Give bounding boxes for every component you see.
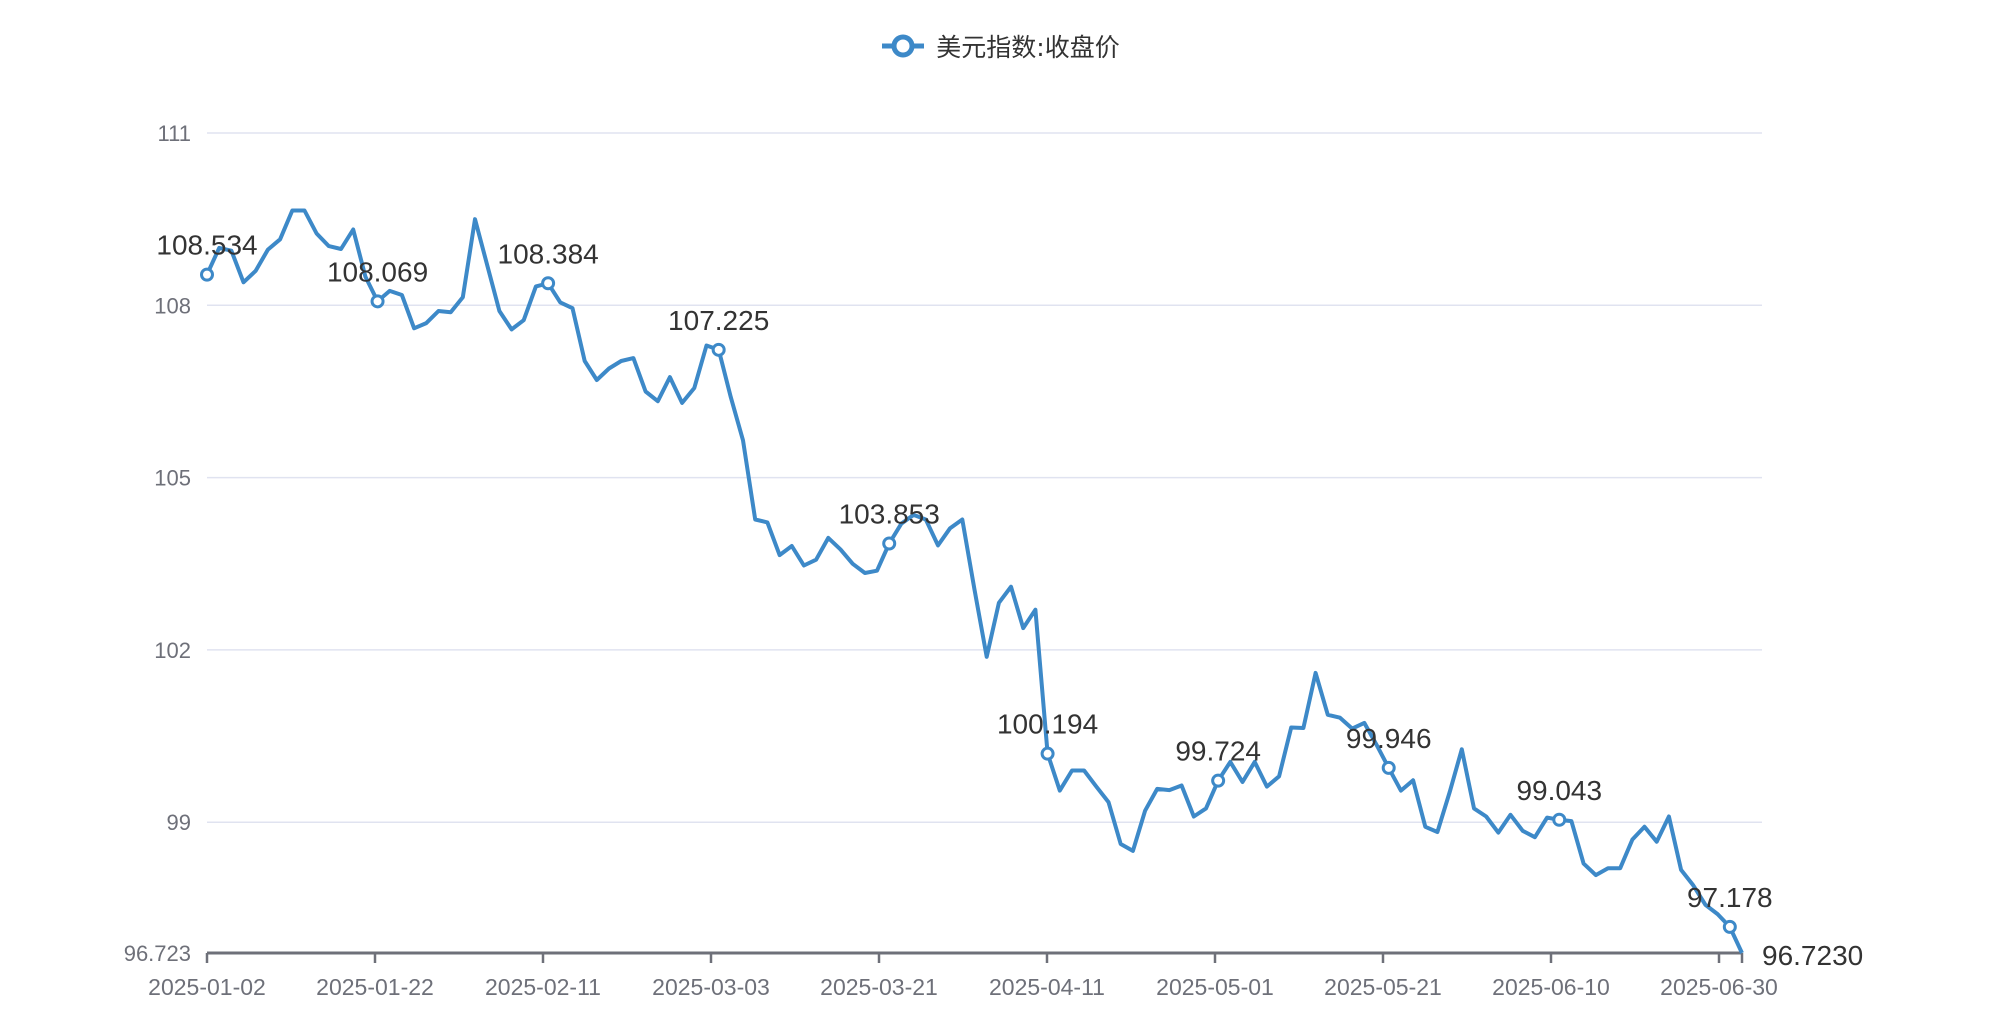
x-tick-label: 2025-01-22 [316,974,434,1000]
data-label: 97.178 [1687,882,1773,913]
data-label: 100.194 [997,709,1098,740]
y-tick-label: 111 [158,121,191,146]
y-axis: 96.723 99 102 105 108 111 [124,121,191,966]
data-point-marker[interactable] [882,536,897,551]
y-tick-label: 102 [154,638,191,663]
legend-label: 美元指数:收盘价 [936,33,1120,62]
data-point-marker[interactable] [711,342,726,357]
data-label: 108.069 [327,256,428,287]
x-tick-label: 2025-05-01 [1156,974,1274,1000]
x-axis: 2025-01-02 2025-01-22 2025-02-11 2025-03-03… [148,951,1778,1000]
y-tick-label: 108 [154,293,191,318]
line-circle-icon [882,34,925,58]
data-label: 108.534 [156,230,257,261]
data-point-marker[interactable] [1722,919,1737,934]
y-tick-label: 99 [167,810,191,835]
y-tick-label: 96.723 [124,941,191,966]
data-label: 107.225 [668,305,769,336]
x-tick-label: 2025-06-10 [1492,974,1610,1000]
x-tick-label: 2025-04-11 [989,974,1105,1000]
data-point-marker[interactable] [1381,760,1396,775]
data-label: 108.384 [498,238,599,269]
x-tick-label: 2025-03-03 [652,974,770,1000]
x-tick-label: 2025-03-21 [820,974,938,1000]
data-label: 99.724 [1175,736,1261,767]
data-markers: 108.534 108.069 108.384 107.225 103.853 100.1… [156,230,1863,971]
data-point-marker[interactable] [541,276,556,291]
x-tick-label: 2025-06-30 [1660,974,1778,1000]
data-point-marker[interactable] [1552,812,1567,827]
data-label: 99.043 [1516,775,1602,806]
grid-lines [207,132,1762,823]
data-label: 99.946 [1346,723,1432,754]
data-point-marker[interactable] [370,294,385,309]
data-point-marker[interactable] [200,267,214,282]
x-tick-label: 2025-02-11 [485,974,601,1000]
chart-legend[interactable]: 美元指数:收盘价 [0,26,2000,66]
data-label: 103.853 [839,498,940,529]
x-tick-label: 2025-01-02 [148,974,266,1000]
series-line [205,208,1744,954]
data-label: 96.7230 [1762,940,1863,971]
data-point-marker[interactable] [1211,773,1226,788]
data-point-marker[interactable] [1040,746,1055,761]
y-tick-label: 105 [154,466,191,491]
x-tick-label: 2025-05-21 [1324,974,1442,1000]
